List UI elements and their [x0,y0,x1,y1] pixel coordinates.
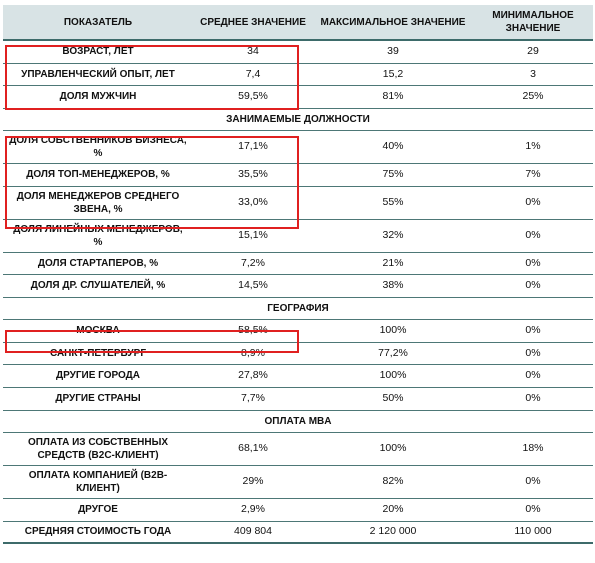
cell-maximum: 100% [313,319,473,343]
table-row: ОПЛАТА КОМПАНИЕЙ (B2B-КЛИЕНТ) 29% 82% 0% [3,465,593,499]
cell-average: 59,5% [193,85,313,109]
table-row: СРЕДНЯЯ СТОИМОСТЬ ГОДА 409 804 2 120 000 11… [3,521,593,544]
section-title: ГЕОГРАФИЯ [3,297,593,320]
cell-average: 34 [193,40,313,64]
cell-average: 35,5% [193,163,313,187]
row-label: УПРАВЛЕНЧЕСКИЙ ОПЫТ, ЛЕТ [3,63,193,86]
cell-minimum: 0% [473,274,593,298]
row-label: ДОЛЯ СОБСТВЕННИКОВ БИЗНЕСА, % [3,130,193,164]
cell-minimum: 0% [473,465,593,499]
row-label: САНКТ-ПЕТЕРБУРГ [3,342,193,365]
header-indicator: ПОКАЗАТЕЛЬ [3,5,193,41]
section-row: ОПЛАТА MBA [3,410,593,433]
cell-average: 409 804 [193,521,313,544]
row-label: ДОЛЯ МЕНЕДЖЕРОВ СРЕДНЕГО ЗВЕНА, % [3,186,193,220]
row-label: МОСКВА [3,319,193,343]
table-row: УПРАВЛЕНЧЕСКИЙ ОПЫТ, ЛЕТ 7,4 15,2 3 [3,63,593,86]
cell-maximum: 100% [313,432,473,466]
row-label: ДОЛЯ ДР. СЛУШАТЕЛЕЙ, % [3,274,193,298]
row-label: ДРУГИЕ СТРАНЫ [3,387,193,411]
cell-average: 7,2% [193,252,313,275]
cell-minimum: 110 000 [473,521,593,544]
data-table: ПОКАЗАТЕЛЬ СРЕДНЕЕ ЗНАЧЕНИЕ МАКСИМАЛЬНОЕ… [3,5,593,544]
row-label: ДОЛЯ ЛИНЕЙНЫХ МЕНЕДЖЕРОВ, % [3,219,193,253]
header-row: ПОКАЗАТЕЛЬ СРЕДНЕЕ ЗНАЧЕНИЕ МАКСИМАЛЬНОЕ… [3,5,593,41]
cell-average: 8,9% [193,342,313,365]
cell-minimum: 18% [473,432,593,466]
header-minimum: МИНИМАЛЬНОЕ ЗНАЧЕНИЕ [473,5,593,41]
cell-maximum: 40% [313,130,473,164]
cell-minimum: 0% [473,364,593,388]
table-row: ОПЛАТА ИЗ СОБСТВЕННЫХ СРЕДСТВ (B2C-КЛИЕН… [3,432,593,466]
cell-minimum: 1% [473,130,593,164]
cell-average: 33,0% [193,186,313,220]
cell-average: 27,8% [193,364,313,388]
row-label: ДРУГИЕ ГОРОДА [3,364,193,388]
cell-minimum: 29 [473,40,593,64]
table-row: МОСКВА 58,5% 100% 0% [3,319,593,343]
row-label: ДРУГОЕ [3,498,193,522]
table-row: ДРУГИЕ СТРАНЫ 7,7% 50% 0% [3,387,593,411]
cell-minimum: 0% [473,252,593,275]
table-row: ДРУГИЕ ГОРОДА 27,8% 100% 0% [3,364,593,388]
cell-maximum: 82% [313,465,473,499]
section-row: ГЕОГРАФИЯ [3,297,593,320]
cell-average: 15,1% [193,219,313,253]
cell-average: 7,7% [193,387,313,411]
section-title: ОПЛАТА MBA [3,410,593,433]
cell-average: 2,9% [193,498,313,522]
row-label: ОПЛАТА ИЗ СОБСТВЕННЫХ СРЕДСТВ (B2C-КЛИЕН… [3,432,193,466]
cell-minimum: 0% [473,342,593,365]
cell-maximum: 50% [313,387,473,411]
cell-minimum: 3 [473,63,593,86]
table-row: ДОЛЯ ТОП-МЕНЕДЖЕРОВ, % 35,5% 75% 7% [3,163,593,187]
table-row: ДРУГОЕ 2,9% 20% 0% [3,498,593,522]
cell-average: 68,1% [193,432,313,466]
table-row: ДОЛЯ МЕНЕДЖЕРОВ СРЕДНЕГО ЗВЕНА, % 33,0% 55… [3,186,593,220]
cell-minimum: 0% [473,387,593,411]
row-label: ДОЛЯ МУЖЧИН [3,85,193,109]
cell-maximum: 32% [313,219,473,253]
row-label: ДОЛЯ ТОП-МЕНЕДЖЕРОВ, % [3,163,193,187]
cell-maximum: 20% [313,498,473,522]
header-maximum: МАКСИМАЛЬНОЕ ЗНАЧЕНИЕ [313,5,473,41]
cell-maximum: 81% [313,85,473,109]
cell-maximum: 77,2% [313,342,473,365]
cell-minimum: 0% [473,498,593,522]
cell-maximum: 21% [313,252,473,275]
cell-maximum: 100% [313,364,473,388]
cell-average: 29% [193,465,313,499]
table-row: ДОЛЯ МУЖЧИН 59,5% 81% 25% [3,85,593,109]
row-label: ВОЗРАСТ, ЛЕТ [3,40,193,64]
cell-average: 14,5% [193,274,313,298]
cell-maximum: 2 120 000 [313,521,473,544]
cell-minimum: 25% [473,85,593,109]
cell-minimum: 7% [473,163,593,187]
cell-minimum: 0% [473,319,593,343]
table-row: ВОЗРАСТ, ЛЕТ 34 39 29 [3,40,593,64]
cell-maximum: 75% [313,163,473,187]
cell-minimum: 0% [473,186,593,220]
cell-maximum: 39 [313,40,473,64]
table-row: ДОЛЯ СОБСТВЕННИКОВ БИЗНЕСА, % 17,1% 40% 1% [3,130,593,164]
cell-minimum: 0% [473,219,593,253]
cell-average: 7,4 [193,63,313,86]
table-row: САНКТ-ПЕТЕРБУРГ 8,9% 77,2% 0% [3,342,593,365]
row-label: ДОЛЯ СТАРТАПЕРОВ, % [3,252,193,275]
cell-maximum: 15,2 [313,63,473,86]
header-average: СРЕДНЕЕ ЗНАЧЕНИЕ [193,5,313,41]
table-row: ДОЛЯ СТАРТАПЕРОВ, % 7,2% 21% 0% [3,252,593,275]
cell-maximum: 38% [313,274,473,298]
table-row: ДОЛЯ ЛИНЕЙНЫХ МЕНЕДЖЕРОВ, % 15,1% 32% 0% [3,219,593,253]
row-label: ОПЛАТА КОМПАНИЕЙ (B2B-КЛИЕНТ) [3,465,193,499]
section-title: ЗАНИМАЕМЫЕ ДОЛЖНОСТИ [3,108,593,131]
cell-average: 17,1% [193,130,313,164]
table-row: ДОЛЯ ДР. СЛУШАТЕЛЕЙ, % 14,5% 38% 0% [3,274,593,298]
cell-maximum: 55% [313,186,473,220]
cell-average: 58,5% [193,319,313,343]
section-row: ЗАНИМАЕМЫЕ ДОЛЖНОСТИ [3,108,593,131]
row-label: СРЕДНЯЯ СТОИМОСТЬ ГОДА [3,521,193,544]
